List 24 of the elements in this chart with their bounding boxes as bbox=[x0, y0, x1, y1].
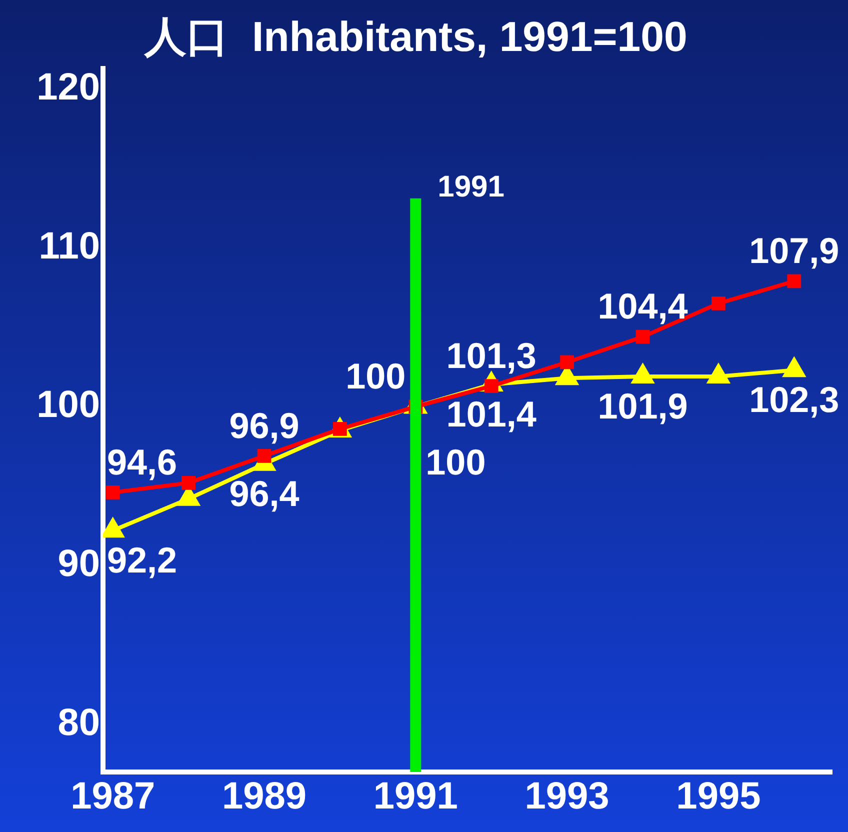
x-tick-label: 1987 bbox=[70, 775, 156, 818]
data-label: 101,4 bbox=[446, 393, 536, 434]
y-tick-label: 80 bbox=[58, 702, 100, 744]
x-tick-label: 1991 bbox=[373, 775, 458, 818]
data-label: 96,4 bbox=[229, 472, 300, 514]
y-tick-label: 90 bbox=[58, 543, 100, 586]
data-label: 101,9 bbox=[598, 385, 688, 426]
data-label: 104,4 bbox=[598, 286, 688, 327]
y-tick-label: 120 bbox=[36, 66, 100, 109]
data-label: 94,6 bbox=[106, 441, 178, 482]
data-label: 100 bbox=[426, 442, 486, 483]
data-label: 92,2 bbox=[106, 540, 178, 581]
data-label: 107,9 bbox=[749, 230, 840, 272]
y-tick-label: 100 bbox=[36, 384, 100, 426]
chart-title: 人口 Inhabitants, 1991=100 bbox=[144, 12, 688, 60]
x-tick-label: 1993 bbox=[524, 775, 610, 818]
ref-line-label: 1991 bbox=[438, 170, 504, 204]
x-tick-label: 1989 bbox=[222, 775, 307, 818]
data-label: 101,3 bbox=[446, 334, 536, 376]
x-tick-label: 1995 bbox=[676, 775, 761, 818]
y-tick-label: 110 bbox=[38, 225, 100, 268]
data-label: 100 bbox=[346, 356, 406, 397]
data-label: 96,9 bbox=[229, 404, 300, 446]
data-label: 102,3 bbox=[749, 379, 840, 420]
